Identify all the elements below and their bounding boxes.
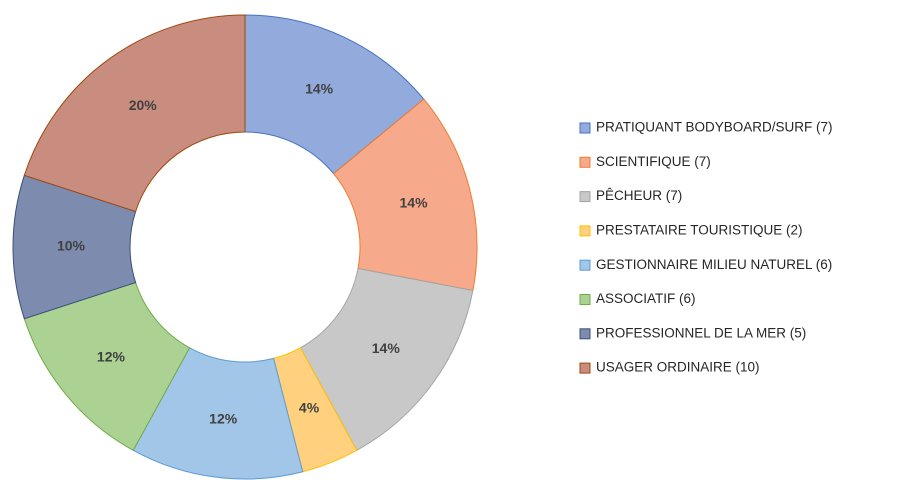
legend-swatch xyxy=(579,191,591,203)
data-label: 14% xyxy=(305,80,334,96)
legend-label: PÊCHEUR (7) xyxy=(596,188,682,203)
data-label: 14% xyxy=(372,340,401,356)
data-label: 12% xyxy=(209,410,238,426)
legend-label: ASSOCIATIF (6) xyxy=(596,291,696,306)
data-label: 12% xyxy=(97,349,126,365)
legend-swatch xyxy=(579,225,591,237)
data-label: 14% xyxy=(400,194,429,210)
donut-slice xyxy=(332,98,478,292)
donut-slice xyxy=(23,14,246,213)
legend-label: PRESTATAIRE TOURISTIQUE (2) xyxy=(596,222,803,237)
legend-label: SCIENTIFIQUE (7) xyxy=(596,154,711,169)
donut-slice xyxy=(244,14,425,175)
legend-swatch xyxy=(579,259,591,271)
data-label: 20% xyxy=(129,97,158,113)
legend-swatch xyxy=(579,156,591,168)
data-label: 4% xyxy=(299,399,320,415)
legend-swatch xyxy=(579,362,591,374)
legend-label: GESTIONNAIRE MILIEU NATUREL (6) xyxy=(596,257,832,272)
legend-swatch xyxy=(579,294,591,305)
legend-swatch xyxy=(579,122,591,134)
data-label: 10% xyxy=(57,238,86,254)
legend-label: PROFESSIONNEL DE LA MER (5) xyxy=(596,325,806,340)
legend-swatch xyxy=(579,328,591,340)
legend-label: PRATIQUANT BODYBOARD/SURF (7) xyxy=(596,120,833,135)
donut-slice xyxy=(299,267,474,451)
legend-label: USAGER ORDINAIRE (10) xyxy=(596,360,760,375)
